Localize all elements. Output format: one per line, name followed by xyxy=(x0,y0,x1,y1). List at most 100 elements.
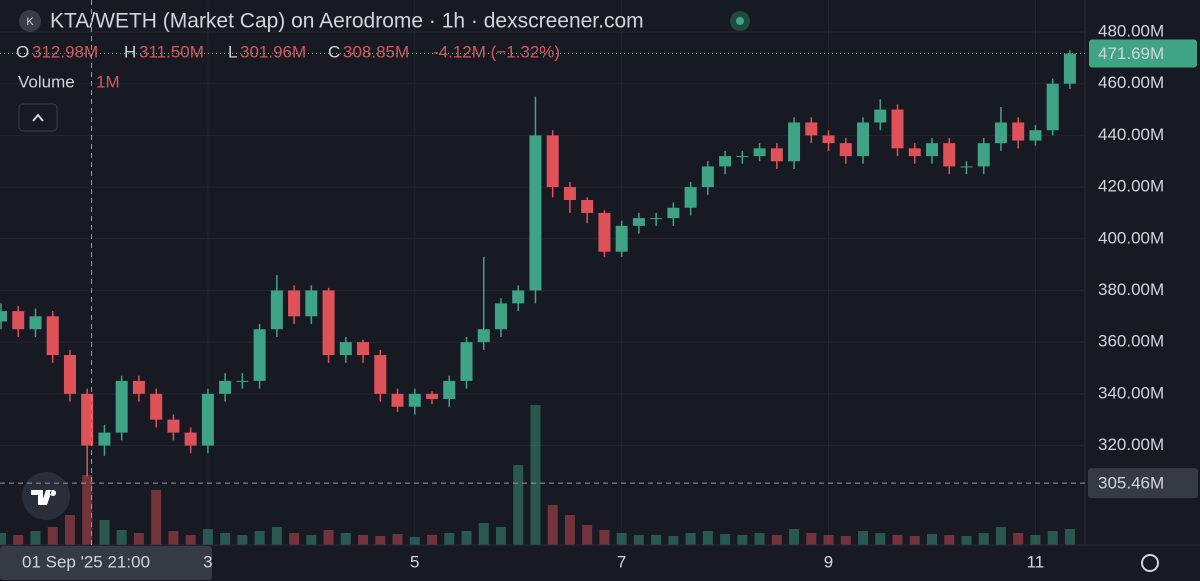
chart-title: KTA/WETH (Market Cap) on Aerodrome · 1h … xyxy=(50,10,644,33)
volume-value: 1M xyxy=(96,72,120,91)
legend-value: 301.96M xyxy=(240,42,306,61)
volume-bar xyxy=(151,490,162,545)
volume-bar xyxy=(840,536,851,545)
candle-body xyxy=(1046,83,1059,131)
volume-bar xyxy=(1013,533,1024,545)
candle-body xyxy=(98,432,111,446)
y-tick-label: 480.00M xyxy=(1098,22,1164,41)
crosshair-y-box xyxy=(1088,468,1198,499)
status-dot xyxy=(736,17,744,25)
legend-value: 308.85M xyxy=(343,42,409,61)
candle-body xyxy=(322,290,335,356)
legend-label: H xyxy=(124,42,136,61)
volume-label: Volume xyxy=(18,72,75,91)
volume-bar xyxy=(771,535,782,545)
candle-body xyxy=(512,290,525,304)
volume-bar xyxy=(909,536,920,545)
candle-body xyxy=(339,342,352,356)
candle-body xyxy=(994,122,1007,144)
volume-bar xyxy=(495,527,506,545)
settings-icon[interactable] xyxy=(1141,554,1159,572)
candle-body xyxy=(63,355,76,394)
volume-bar xyxy=(427,535,438,545)
volume-bar xyxy=(892,535,903,545)
candle-body xyxy=(236,380,249,382)
candle-body xyxy=(1063,53,1076,84)
volume-bar xyxy=(616,533,627,545)
candle-body xyxy=(960,166,973,168)
volume-bar xyxy=(323,530,334,545)
candle-body xyxy=(736,156,749,158)
volume-bar xyxy=(254,531,265,545)
candle-body xyxy=(650,218,663,220)
volume-bar xyxy=(720,534,731,545)
x-tick-label: 3 xyxy=(203,552,212,571)
candle-body xyxy=(460,342,473,381)
candle-body xyxy=(753,148,766,157)
volume-bar xyxy=(82,475,93,545)
logo-letter: K xyxy=(26,16,34,28)
volume-bar xyxy=(185,535,196,545)
volume-bar xyxy=(409,537,420,545)
logo xyxy=(19,10,41,32)
volume-bar xyxy=(13,535,24,545)
volume-bar xyxy=(582,525,593,545)
volume-bar xyxy=(237,535,248,545)
candle-body xyxy=(581,200,594,213)
candle-body xyxy=(29,316,42,330)
candle-body xyxy=(253,329,266,381)
candle-body xyxy=(46,316,59,356)
volume-bar xyxy=(926,534,937,545)
ohlc-legend: O 312.98M H 311.50M L 301.96M C 308.85M … xyxy=(16,42,560,61)
candle-body xyxy=(132,380,145,394)
volume-bar xyxy=(513,465,524,545)
volume-bar xyxy=(1047,531,1058,545)
volume-bar xyxy=(858,531,869,545)
chevron xyxy=(32,113,44,122)
crosshair-x-label: 01 Sep '25 21:00 xyxy=(22,552,150,571)
legend-value: 311.50M xyxy=(139,42,204,61)
volume-bar xyxy=(978,533,989,545)
candle-body xyxy=(184,432,197,446)
candle-body xyxy=(822,135,835,144)
volume-bar xyxy=(99,520,110,545)
candle-body xyxy=(12,311,25,330)
volume-bar xyxy=(875,533,886,545)
volume-bar xyxy=(702,531,713,545)
legend-label: C xyxy=(328,42,340,61)
candle-body xyxy=(1029,130,1042,141)
candle-body xyxy=(477,329,490,343)
volume-bar xyxy=(1030,535,1041,545)
candle-body xyxy=(201,393,214,446)
x-tick-label: 11 xyxy=(1027,552,1045,571)
candle-body xyxy=(426,393,439,399)
y-tick-label: 400.00M xyxy=(1098,228,1164,247)
candle-body xyxy=(150,393,163,420)
candle-body xyxy=(839,143,852,157)
candle-body xyxy=(943,143,956,167)
legend-value: 312.98M xyxy=(32,42,98,61)
volume-bar xyxy=(271,527,282,545)
candle-body xyxy=(115,380,128,433)
tv-logo-mark xyxy=(31,490,57,505)
volume-bar xyxy=(651,535,662,545)
collapse-button[interactable] xyxy=(18,103,58,132)
candle-body xyxy=(219,380,232,394)
volume-bar xyxy=(685,533,696,545)
volume-bar xyxy=(530,405,541,545)
candle-body xyxy=(719,156,732,167)
volume-bar xyxy=(737,535,748,545)
volume-bar xyxy=(289,533,300,545)
candle-body xyxy=(667,207,680,219)
candle-body xyxy=(632,218,645,226)
volume-bar xyxy=(564,515,575,545)
y-tick-label: 360.00M xyxy=(1098,332,1164,351)
y-tick-label: 340.00M xyxy=(1098,383,1164,402)
candle-body xyxy=(81,393,94,446)
volume-bar xyxy=(340,533,351,545)
volume-bar xyxy=(961,536,972,545)
candle-body xyxy=(391,393,404,407)
y-tick-label: 440.00M xyxy=(1098,125,1164,144)
candle-body xyxy=(494,303,507,330)
